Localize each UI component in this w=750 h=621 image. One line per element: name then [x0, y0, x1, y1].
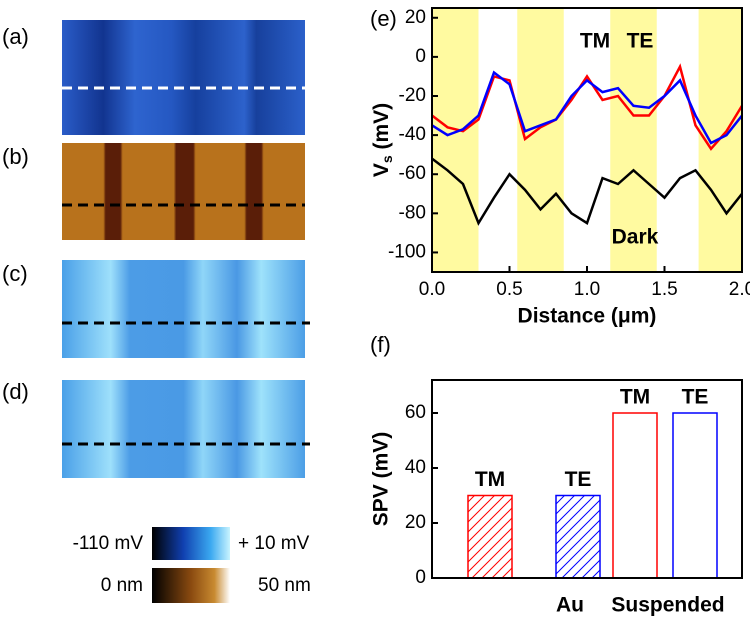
colorbar-label: 0 nm	[101, 575, 143, 596]
y-axis-label: Vs (mV)	[370, 103, 395, 177]
panel-label: (a)	[2, 24, 29, 49]
x-tick-label: 0.0	[419, 279, 445, 300]
colorbar	[152, 527, 230, 560]
panel-label: (b)	[2, 144, 29, 169]
y-tick-label: -60	[399, 163, 426, 184]
y-tick-label: 20	[405, 512, 426, 533]
x-tick-label: Au	[556, 594, 584, 617]
y-tick-label: 0	[415, 567, 426, 588]
x-tick-label: 1.5	[651, 279, 677, 300]
plot-frame	[431, 379, 743, 579]
bar-label: TE	[565, 468, 592, 491]
series-label: TM	[580, 30, 610, 53]
x-tick-label: 2.0	[729, 279, 750, 300]
x-axis-label: Distance (μm)	[518, 305, 657, 328]
panel-label: (f)	[370, 332, 391, 357]
data-line	[431, 157, 743, 226]
panel-label: (e)	[370, 6, 397, 31]
y-tick-label: 40	[405, 457, 426, 478]
image-d	[62, 380, 305, 478]
bar	[672, 412, 718, 579]
series-label: Dark	[612, 226, 659, 249]
colorbar-label: 50 nm	[258, 575, 311, 596]
colorbar-label: -110 mV	[73, 533, 144, 554]
colorbar	[152, 568, 230, 603]
panel-label: (c)	[2, 261, 28, 286]
y-tick-label: 60	[405, 402, 426, 423]
bar	[555, 494, 601, 579]
y-axis-label-part: V	[370, 163, 393, 177]
y-tick-label: 20	[405, 7, 426, 28]
shaded-region	[610, 8, 657, 272]
image-c	[62, 260, 305, 358]
data-line	[431, 70, 743, 145]
colorbar-label: + 10 mV	[238, 533, 310, 554]
y-tick-label: -100	[388, 241, 426, 262]
bar	[467, 494, 513, 579]
x-tick-label: Suspended	[611, 594, 724, 617]
y-tick-label: -80	[399, 202, 426, 223]
x-tick-label: 1.0	[574, 279, 600, 300]
image-b	[62, 143, 305, 240]
bar-label: TM	[620, 386, 650, 409]
bar-label: TE	[682, 386, 709, 409]
y-tick-label: 0	[415, 46, 426, 67]
y-axis-label-part: (mV)	[370, 103, 393, 156]
y-axis-label: SPV (mV)	[370, 432, 393, 527]
series-label: TE	[627, 30, 654, 53]
shaded-region	[432, 8, 479, 272]
bar-label: TM	[475, 468, 505, 491]
y-tick-label: -40	[399, 124, 426, 145]
y-tick-label: -20	[399, 85, 426, 106]
image-a	[62, 20, 305, 135]
y-axis-label-part: s	[379, 155, 395, 163]
x-tick-label: 0.5	[496, 279, 522, 300]
panel-label: (d)	[2, 379, 29, 404]
bar	[612, 412, 658, 579]
